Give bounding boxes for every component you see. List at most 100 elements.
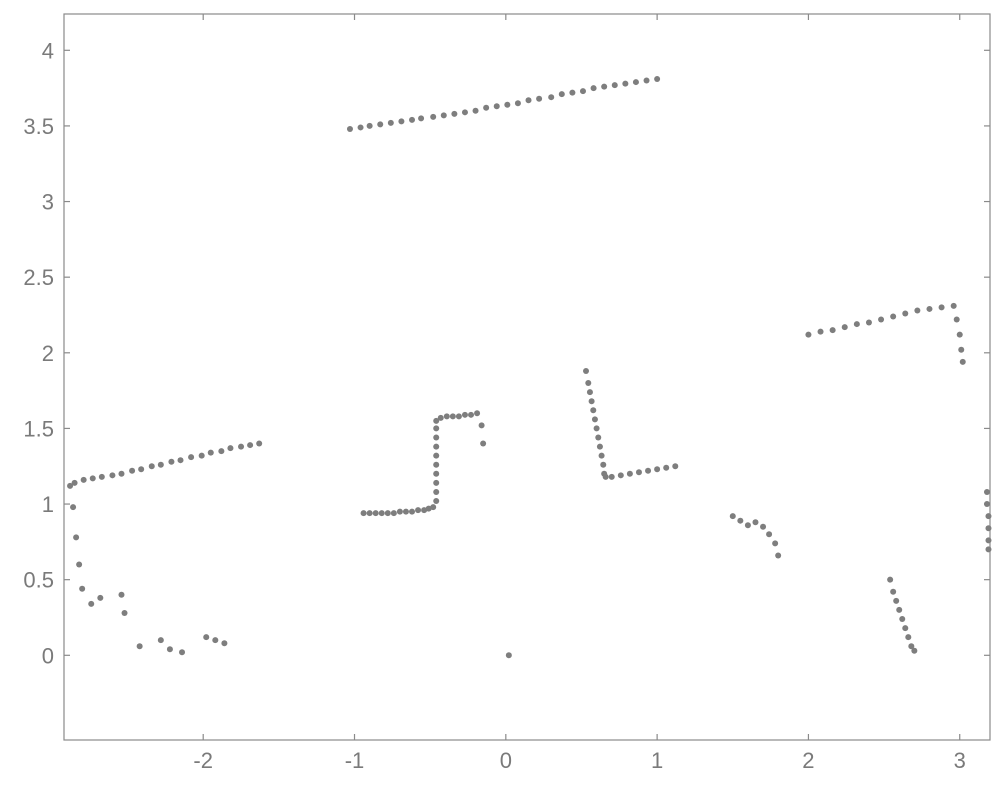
data-point [433, 471, 439, 477]
data-point [118, 592, 124, 598]
y-tick-label: 0 [42, 643, 54, 668]
data-point [385, 510, 391, 516]
data-point [433, 489, 439, 495]
data-point [548, 94, 554, 100]
data-point [663, 465, 669, 471]
data-point [985, 546, 991, 552]
data-point [367, 123, 373, 129]
data-point [415, 507, 421, 513]
data-point [403, 509, 409, 515]
data-point [985, 537, 991, 543]
data-point [188, 454, 194, 460]
data-point [247, 442, 253, 448]
x-tick-label: 2 [802, 748, 814, 773]
data-point [601, 84, 607, 90]
data-point [397, 509, 403, 515]
data-point [203, 634, 209, 640]
y-tick-label: 0.5 [23, 568, 54, 593]
data-point [633, 79, 639, 85]
data-point [79, 586, 85, 592]
x-tick-label: -1 [345, 748, 365, 773]
data-point [985, 513, 991, 519]
y-tick-label: 1.5 [23, 416, 54, 441]
data-point [388, 120, 394, 126]
data-point [450, 413, 456, 419]
data-point [433, 480, 439, 486]
data-point [218, 448, 224, 454]
data-point [818, 329, 824, 335]
y-tick-label: 3.5 [23, 114, 54, 139]
data-point [373, 510, 379, 516]
data-point [430, 114, 436, 120]
data-point [896, 607, 902, 613]
data-point [474, 410, 480, 416]
data-point [766, 531, 772, 537]
data-point [536, 96, 542, 102]
data-point [618, 472, 624, 478]
y-axis-ticks: 00.511.522.533.54 [23, 38, 990, 668]
data-point [644, 78, 650, 84]
axes-box [64, 14, 990, 740]
data-point [654, 466, 660, 472]
data-point [612, 82, 618, 88]
data-point [418, 115, 424, 121]
data-point [468, 412, 474, 418]
data-point [90, 475, 96, 481]
data-point [645, 468, 651, 474]
data-point [480, 441, 486, 447]
data-point [377, 121, 383, 127]
data-point [760, 524, 766, 530]
data-point [737, 518, 743, 524]
data-point [379, 510, 385, 516]
data-point [914, 307, 920, 313]
data-point [221, 640, 227, 646]
data-point [627, 471, 633, 477]
data-point [911, 648, 917, 654]
data-point [559, 91, 565, 97]
data-point [409, 117, 415, 123]
data-point [957, 332, 963, 338]
data-point [887, 577, 893, 583]
data-point [805, 332, 811, 338]
data-point [256, 441, 262, 447]
data-point [599, 453, 605, 459]
data-point [70, 504, 76, 510]
data-point [129, 468, 135, 474]
data-point [430, 504, 436, 510]
data-point [902, 625, 908, 631]
data-point [158, 462, 164, 468]
data-point [433, 435, 439, 441]
data-point [483, 105, 489, 111]
data-point [585, 380, 591, 386]
data-point [960, 359, 966, 365]
data-point [772, 540, 778, 546]
data-point [433, 462, 439, 468]
data-point [473, 108, 479, 114]
data-point [603, 474, 609, 480]
data-point [583, 368, 589, 374]
data-point [597, 444, 603, 450]
data-point [137, 643, 143, 649]
data-point [479, 422, 485, 428]
data-point [81, 477, 87, 483]
data-point [654, 76, 660, 82]
data-point [367, 510, 373, 516]
data-point [504, 102, 510, 108]
data-point [842, 324, 848, 330]
data-point [590, 407, 596, 413]
x-axis-ticks: -2-10123 [193, 14, 965, 773]
data-point [587, 389, 593, 395]
data-point [444, 413, 450, 419]
data-point [622, 81, 628, 87]
data-point [158, 637, 164, 643]
data-point [745, 522, 751, 528]
data-point [905, 634, 911, 640]
data-point [149, 463, 155, 469]
data-point [899, 616, 905, 622]
data-point [609, 474, 615, 480]
y-tick-label: 2 [42, 341, 54, 366]
data-point [580, 88, 586, 94]
data-point [600, 462, 606, 468]
data-point [954, 317, 960, 323]
data-point [890, 314, 896, 320]
